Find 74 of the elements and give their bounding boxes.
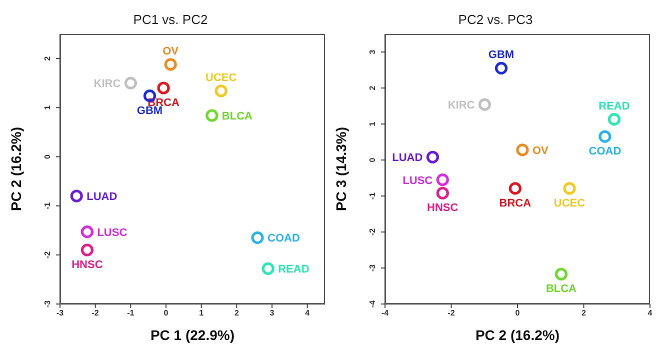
y-tick-label: -3 (368, 264, 377, 272)
point (124, 76, 137, 90)
point (436, 186, 449, 200)
x-tick-label: -3 (56, 308, 64, 318)
point (426, 150, 439, 164)
x-tick-label: 2 (582, 308, 587, 318)
series-label: HNSC (72, 259, 103, 271)
x-tick-label: 0 (164, 308, 169, 318)
series-label: BLCA (546, 283, 577, 296)
chart-title: PC1 vs. PC2 (132, 12, 209, 27)
series-label: KIRC (94, 78, 121, 90)
series-label: READ (598, 100, 630, 112)
point (598, 130, 612, 143)
x-tick-label: -2 (448, 308, 456, 318)
series-label: LUSC (402, 174, 433, 187)
y-tick-label: -1 (368, 192, 377, 200)
x-tick-label: 2 (234, 308, 240, 318)
y-tick-label: -1 (43, 202, 52, 210)
point (478, 98, 492, 111)
point (262, 262, 274, 275)
point (436, 174, 449, 186)
series-label: GBM (488, 49, 514, 62)
y-axis-title: PC 3 (14.3%) (332, 126, 349, 212)
series-label: OV (532, 144, 550, 157)
series-label: UCEC (554, 197, 586, 210)
point (516, 144, 529, 156)
y-tick-label: 2 (368, 85, 377, 90)
point (608, 113, 621, 126)
y-tick-label: 1 (43, 104, 52, 110)
series-label: READ (278, 264, 310, 276)
x-axis-title: PC 1 (22.9%) (150, 327, 235, 343)
y-tick-label: -3 (43, 300, 52, 308)
point (70, 190, 83, 202)
point (494, 62, 508, 74)
series-label: OV (162, 45, 180, 58)
point (157, 82, 170, 94)
chart-title: PC2 vs. PC3 (457, 12, 534, 27)
y-tick-label: 3 (368, 49, 377, 54)
x-tick-label: 4 (305, 308, 310, 318)
point (214, 84, 228, 98)
series-label: BRCA (499, 197, 532, 210)
point (563, 182, 576, 195)
series-label: KIRC (448, 100, 475, 112)
y-tick-label: 0 (368, 157, 377, 162)
y-tick-label: -2 (368, 228, 377, 236)
x-tick-label: 3 (270, 308, 275, 318)
y-axis-title: PC 2 (16.2%) (8, 126, 24, 212)
x-tick-label: 1 (199, 308, 204, 318)
x-axis-title: PC 2 (16.2%) (475, 327, 560, 343)
point (251, 231, 264, 244)
series-label: BLCA (222, 110, 253, 122)
point (80, 226, 94, 238)
point (206, 109, 218, 122)
series-label: HNSC (427, 202, 458, 214)
series-label: COAD (588, 146, 622, 158)
point (508, 182, 522, 195)
y-tick-label: 0 (43, 154, 52, 159)
x-tick-label: 0 (515, 308, 520, 318)
point (80, 244, 94, 256)
series-label: COAD (268, 232, 300, 245)
series-label: LUSC (97, 226, 128, 239)
x-tick-label: -4 (381, 308, 390, 318)
y-tick-label: 1 (368, 121, 377, 126)
x-tick-label: 4 (648, 308, 653, 318)
x-tick-label: -2 (92, 308, 100, 318)
point (164, 58, 177, 71)
series-label: LUAD (392, 152, 423, 164)
x-tick-label: -1 (127, 308, 135, 318)
series-label: LUAD (86, 191, 118, 203)
y-tick-label: -2 (43, 250, 52, 258)
series-label: UCEC (206, 72, 237, 84)
y-tick-label: 2 (43, 56, 52, 61)
point (554, 268, 568, 280)
y-tick-label: -4 (368, 300, 377, 308)
